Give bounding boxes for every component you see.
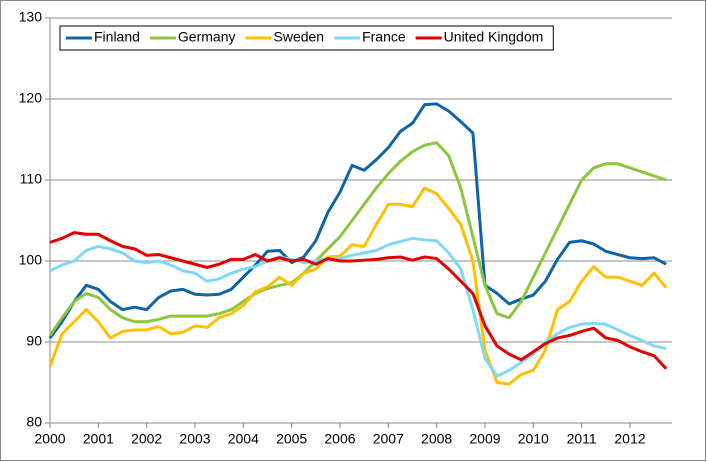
x-tick-label: 2006	[324, 431, 355, 447]
x-tick-label: 2003	[179, 431, 210, 447]
y-tick-label: 110	[20, 171, 43, 187]
legend-label: Sweden	[274, 29, 325, 45]
y-tick-label: 80	[26, 414, 42, 430]
series-line	[48, 141, 667, 337]
y-tick-label: 130	[19, 9, 43, 25]
legend-label: France	[362, 29, 406, 45]
x-tick-label: 2004	[228, 431, 259, 447]
series-line	[49, 236, 667, 378]
x-tick-label: 2007	[373, 431, 404, 447]
x-tick-label: 2002	[131, 431, 162, 447]
x-tick-label: 2009	[469, 431, 500, 447]
x-tick-label: 2000	[34, 431, 65, 447]
series-line	[48, 186, 668, 386]
series-line	[48, 102, 667, 339]
x-tick-label: 2008	[421, 431, 452, 447]
series-line	[49, 231, 668, 370]
x-tick-label: 2005	[276, 431, 307, 447]
y-tick-label: 100	[19, 252, 43, 268]
x-tick-label: 2012	[614, 431, 645, 447]
y-tick-label: 120	[19, 90, 43, 106]
legend-label: Finland	[94, 29, 140, 45]
x-tick-label: 2001	[83, 431, 114, 447]
legend-box	[59, 25, 554, 51]
legend-label: Germany	[178, 29, 236, 45]
y-tick-label: 90	[26, 333, 42, 349]
legend: Finland Germany Sweden France United Kingdom	[59, 25, 554, 51]
x-tick-label: 2010	[518, 431, 549, 447]
legend-label: United Kingdom	[444, 29, 544, 45]
x-tick-label: 2011	[567, 431, 597, 447]
